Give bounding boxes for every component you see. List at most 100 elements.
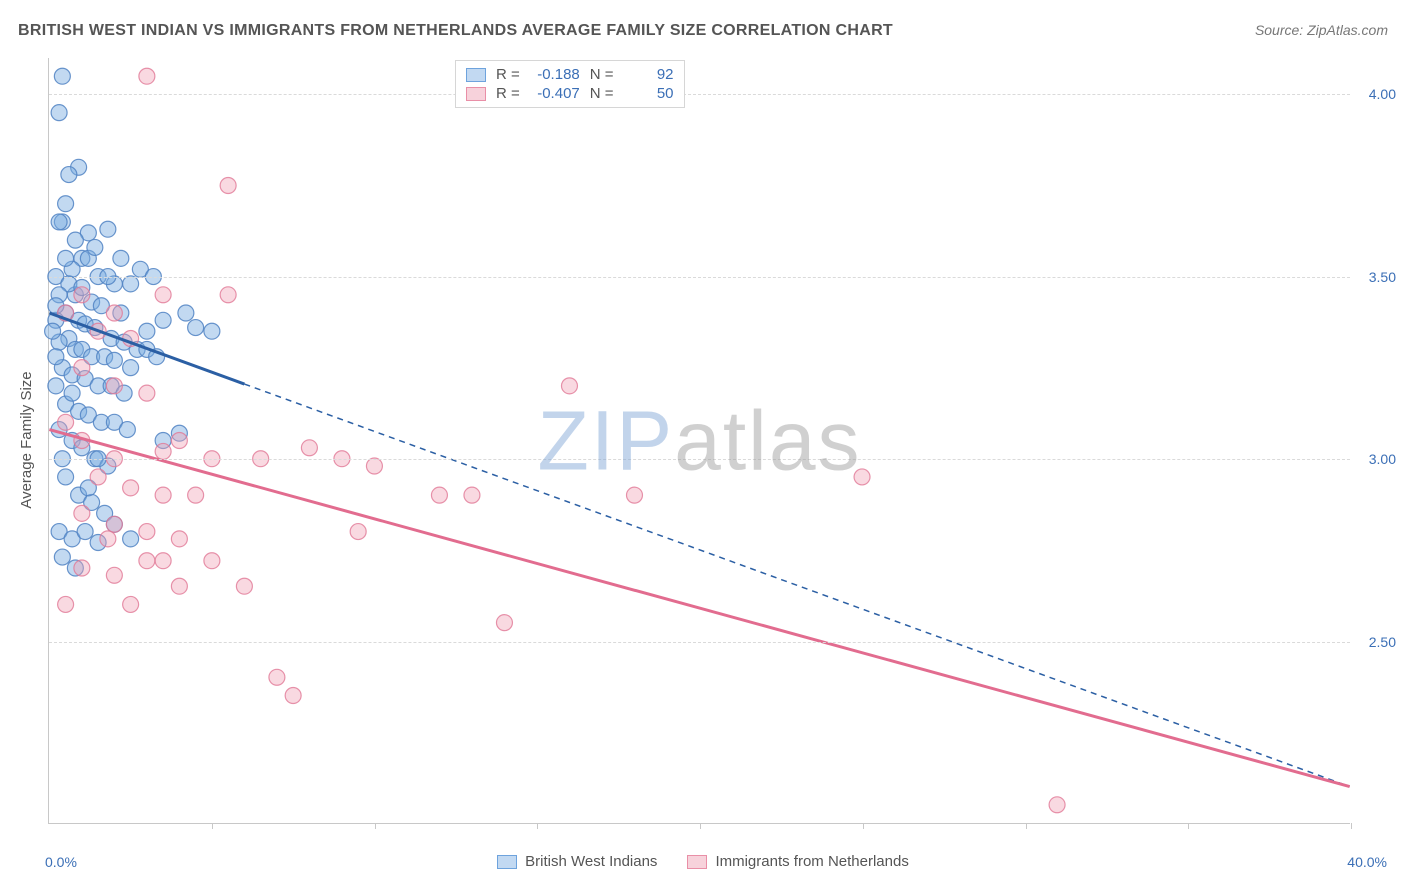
scatter-point [54, 549, 70, 565]
y-tick-label: 3.00 [1369, 451, 1396, 467]
x-tick [863, 823, 864, 829]
chart-title: BRITISH WEST INDIAN VS IMMIGRANTS FROM N… [18, 22, 893, 40]
x-tick [375, 823, 376, 829]
scatter-point [366, 458, 382, 474]
x-tick [537, 823, 538, 829]
stat-n-value-0: 92 [624, 66, 674, 83]
scatter-point [204, 553, 220, 569]
stat-r-label-0: R = [496, 66, 520, 83]
scatter-point [204, 323, 220, 339]
scatter-point [48, 349, 64, 365]
scatter-point [464, 487, 480, 503]
stat-r-value-0: -0.188 [530, 66, 580, 83]
stats-legend: R = -0.188 N = 92 R = -0.407 N = 50 [455, 60, 685, 108]
scatter-point [106, 378, 122, 394]
regression-line-dashed [244, 384, 1349, 787]
scatter-point [123, 531, 139, 547]
y-axis-title: Average Family Size [18, 371, 35, 508]
x-tick [212, 823, 213, 829]
scatter-point [496, 615, 512, 631]
scatter-point [171, 578, 187, 594]
scatter-point [58, 414, 74, 430]
scatter-point [350, 524, 366, 540]
scatter-point [431, 487, 447, 503]
scatter-point [100, 221, 116, 237]
scatter-point [61, 167, 77, 183]
scatter-point [188, 320, 204, 336]
scatter-point [626, 487, 642, 503]
bottom-legend-label-0: British West Indians [525, 853, 657, 870]
scatter-point [220, 287, 236, 303]
grid-line [49, 642, 1350, 643]
scatter-point [178, 305, 194, 321]
scatter-point [171, 433, 187, 449]
scatter-point [123, 596, 139, 612]
scatter-point [123, 480, 139, 496]
scatter-point [106, 352, 122, 368]
scatter-point [285, 688, 301, 704]
scatter-point [106, 516, 122, 532]
scatter-point [51, 214, 67, 230]
bottom-legend-item-1: Immigrants from Netherlands [687, 853, 908, 870]
bottom-swatch-1 [687, 855, 707, 869]
stat-n-label-0: N = [590, 66, 614, 83]
bottom-legend-label-1: Immigrants from Netherlands [715, 853, 908, 870]
scatter-point [87, 239, 103, 255]
scatter-point [74, 560, 90, 576]
x-tick [1188, 823, 1189, 829]
scatter-point [54, 68, 70, 84]
scatter-point [139, 68, 155, 84]
scatter-point [854, 469, 870, 485]
scatter-point [155, 487, 171, 503]
stats-row-1: R = -0.407 N = 50 [466, 84, 674, 103]
scatter-point [74, 505, 90, 521]
grid-line [49, 277, 1350, 278]
scatter-point [139, 524, 155, 540]
chart-svg [49, 58, 1350, 823]
scatter-point [58, 196, 74, 212]
scatter-point [100, 531, 116, 547]
scatter-point [171, 531, 187, 547]
scatter-point [1049, 797, 1065, 813]
scatter-point [77, 524, 93, 540]
scatter-point [269, 669, 285, 685]
y-tick-label: 2.50 [1369, 634, 1396, 650]
x-tick [1351, 823, 1352, 829]
scatter-point [188, 487, 204, 503]
x-tick [1026, 823, 1027, 829]
x-tick [700, 823, 701, 829]
scatter-point [139, 385, 155, 401]
legend-swatch-0 [466, 68, 486, 82]
scatter-point [561, 378, 577, 394]
scatter-point [220, 178, 236, 194]
bottom-legend: British West Indians Immigrants from Net… [0, 853, 1406, 870]
stat-n-label-1: N = [590, 85, 614, 102]
stats-row-0: R = -0.188 N = 92 [466, 65, 674, 84]
scatter-point [90, 469, 106, 485]
regression-line-solid [49, 430, 1349, 787]
scatter-point [155, 287, 171, 303]
scatter-point [119, 422, 135, 438]
scatter-point [58, 469, 74, 485]
scatter-point [301, 440, 317, 456]
stat-r-value-1: -0.407 [530, 85, 580, 102]
chart-source: Source: ZipAtlas.com [1255, 22, 1388, 38]
scatter-point [155, 553, 171, 569]
grid-line [49, 459, 1350, 460]
scatter-point [48, 378, 64, 394]
scatter-point [58, 596, 74, 612]
y-tick-label: 3.50 [1369, 269, 1396, 285]
scatter-point [155, 312, 171, 328]
y-tick-label: 4.00 [1369, 86, 1396, 102]
scatter-point [74, 287, 90, 303]
scatter-point [74, 360, 90, 376]
scatter-point [155, 443, 171, 459]
stat-n-value-1: 50 [624, 85, 674, 102]
plot-area: ZIPatlas 2.503.003.504.00 [48, 58, 1350, 824]
scatter-point [106, 567, 122, 583]
scatter-point [113, 250, 129, 266]
scatter-point [123, 360, 139, 376]
scatter-point [106, 305, 122, 321]
scatter-point [45, 323, 61, 339]
scatter-point [139, 323, 155, 339]
